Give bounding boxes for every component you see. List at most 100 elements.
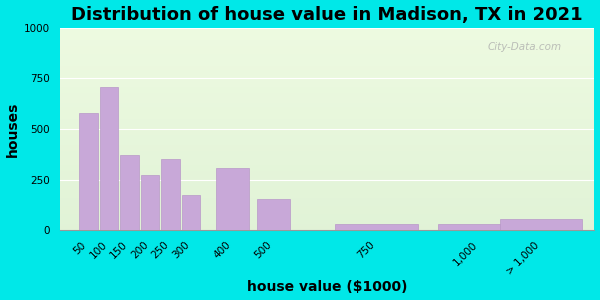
Bar (141, 175, 160, 230)
Bar (59, 210, 595, 212)
Bar (59, 164, 595, 165)
Bar (335, 224, 418, 230)
Bar (59, 200, 595, 202)
Bar (59, 129, 595, 131)
Bar (59, 48, 595, 50)
Bar (438, 224, 520, 230)
Bar (59, 121, 595, 123)
Bar (59, 36, 595, 38)
Bar (59, 153, 595, 155)
Bar (59, 143, 595, 145)
Bar (59, 178, 595, 180)
Bar (59, 56, 595, 58)
Bar (216, 169, 249, 230)
Bar (79, 113, 98, 230)
Bar (59, 91, 595, 93)
Bar (59, 68, 595, 70)
Bar (59, 159, 595, 161)
Bar (59, 149, 595, 151)
Bar (59, 176, 595, 178)
Bar (59, 137, 595, 139)
Bar (59, 161, 595, 164)
Bar (59, 30, 595, 32)
Bar (59, 66, 595, 68)
Bar (59, 97, 595, 99)
Bar (59, 119, 595, 121)
Bar (59, 107, 595, 109)
Bar (59, 145, 595, 147)
Bar (59, 198, 595, 200)
Bar (59, 40, 595, 42)
Bar (59, 147, 595, 149)
Bar (59, 190, 595, 192)
Bar (59, 70, 595, 72)
Bar (59, 64, 595, 66)
Bar (59, 62, 595, 64)
Bar (59, 222, 595, 224)
Bar (59, 202, 595, 204)
Bar (59, 34, 595, 36)
Bar (59, 109, 595, 111)
Bar (59, 135, 595, 137)
Bar (59, 38, 595, 40)
Bar (59, 42, 595, 44)
Bar (59, 194, 595, 196)
Bar (59, 173, 595, 175)
Bar (59, 133, 595, 135)
Bar (59, 58, 595, 60)
Bar (59, 111, 595, 113)
Bar (257, 199, 290, 230)
Bar (59, 123, 595, 125)
Bar (59, 216, 595, 218)
Bar (59, 151, 595, 153)
Bar (59, 50, 595, 52)
Bar (59, 167, 595, 169)
Bar (59, 224, 595, 226)
X-axis label: house value ($1000): house value ($1000) (247, 280, 407, 294)
Bar (59, 85, 595, 86)
Bar (100, 86, 118, 230)
Bar (59, 188, 595, 190)
Bar (59, 228, 595, 230)
Bar (59, 169, 595, 172)
Bar (59, 28, 595, 30)
Bar (59, 32, 595, 34)
Bar (59, 44, 595, 46)
Bar (59, 54, 595, 56)
Bar (59, 125, 595, 127)
Bar (500, 219, 582, 230)
Bar (59, 74, 595, 77)
Bar (59, 79, 595, 80)
Bar (59, 103, 595, 105)
Bar (59, 72, 595, 74)
Bar (59, 192, 595, 194)
Bar (59, 196, 595, 198)
Bar (59, 105, 595, 107)
Bar (59, 186, 595, 188)
Bar (59, 139, 595, 141)
Bar (59, 141, 595, 143)
Bar (59, 212, 595, 214)
Bar (59, 172, 595, 173)
Bar (59, 218, 595, 220)
Bar (59, 226, 595, 228)
Bar (59, 80, 595, 83)
Bar (59, 204, 595, 206)
Bar (59, 86, 595, 88)
Bar (59, 60, 595, 62)
Bar (161, 159, 180, 230)
Bar (59, 99, 595, 101)
Bar (59, 88, 595, 91)
Bar (59, 115, 595, 117)
Bar (59, 180, 595, 182)
Bar (59, 182, 595, 184)
Bar (120, 155, 139, 230)
Bar (59, 127, 595, 129)
Bar (182, 195, 200, 230)
Bar (59, 208, 595, 210)
Bar (59, 94, 595, 97)
Bar (59, 184, 595, 186)
Title: Distribution of house value in Madison, TX in 2021: Distribution of house value in Madison, … (71, 6, 583, 24)
Y-axis label: houses: houses (5, 101, 20, 157)
Bar (59, 117, 595, 119)
